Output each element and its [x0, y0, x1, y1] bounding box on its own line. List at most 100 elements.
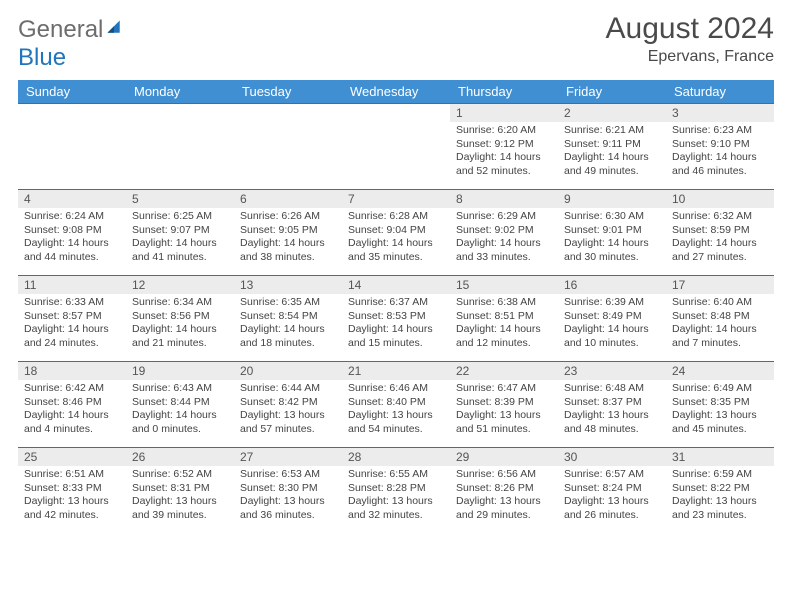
day-number: 28: [342, 448, 450, 466]
daylight-text: Daylight: 14 hours and 52 minutes.: [456, 151, 552, 178]
daylight-text: Daylight: 13 hours and 39 minutes.: [132, 495, 228, 522]
sunrise-text: Sunrise: 6:44 AM: [240, 382, 336, 396]
daylight-text: Daylight: 13 hours and 42 minutes.: [24, 495, 120, 522]
sunrise-text: Sunrise: 6:48 AM: [564, 382, 660, 396]
calendar-week-row: 18Sunrise: 6:42 AMSunset: 8:46 PMDayligh…: [18, 362, 774, 448]
day-number: 11: [18, 276, 126, 294]
sunset-text: Sunset: 8:48 PM: [672, 310, 768, 324]
sunset-text: Sunset: 8:53 PM: [348, 310, 444, 324]
daylight-text: Daylight: 14 hours and 27 minutes.: [672, 237, 768, 264]
page-title: August 2024: [606, 12, 774, 46]
calendar-day-cell: 31Sunrise: 6:59 AMSunset: 8:22 PMDayligh…: [666, 448, 774, 534]
daylight-text: Daylight: 14 hours and 12 minutes.: [456, 323, 552, 350]
daylight-text: Daylight: 13 hours and 29 minutes.: [456, 495, 552, 522]
day-number: 14: [342, 276, 450, 294]
weekday-header: Thursday: [450, 80, 558, 104]
daylight-text: Daylight: 14 hours and 38 minutes.: [240, 237, 336, 264]
weekday-header: Friday: [558, 80, 666, 104]
sunrise-text: Sunrise: 6:59 AM: [672, 468, 768, 482]
day-details: Sunrise: 6:46 AMSunset: 8:40 PMDaylight:…: [342, 380, 450, 441]
day-details: Sunrise: 6:59 AMSunset: 8:22 PMDaylight:…: [666, 466, 774, 527]
calendar-table: SundayMondayTuesdayWednesdayThursdayFrid…: [18, 80, 774, 534]
day-details: Sunrise: 6:49 AMSunset: 8:35 PMDaylight:…: [666, 380, 774, 441]
logo-word-2: Blue: [18, 44, 66, 71]
daylight-text: Daylight: 14 hours and 15 minutes.: [348, 323, 444, 350]
daylight-text: Daylight: 13 hours and 32 minutes.: [348, 495, 444, 522]
sunset-text: Sunset: 8:33 PM: [24, 482, 120, 496]
day-details: Sunrise: 6:48 AMSunset: 8:37 PMDaylight:…: [558, 380, 666, 441]
sunrise-text: Sunrise: 6:30 AM: [564, 210, 660, 224]
daylight-text: Daylight: 14 hours and 18 minutes.: [240, 323, 336, 350]
day-number: 6: [234, 190, 342, 208]
calendar-day-cell: 6Sunrise: 6:26 AMSunset: 9:05 PMDaylight…: [234, 190, 342, 276]
daylight-text: Daylight: 14 hours and 24 minutes.: [24, 323, 120, 350]
calendar-day-cell: 16Sunrise: 6:39 AMSunset: 8:49 PMDayligh…: [558, 276, 666, 362]
day-number: 30: [558, 448, 666, 466]
sunset-text: Sunset: 9:02 PM: [456, 224, 552, 238]
day-details: Sunrise: 6:53 AMSunset: 8:30 PMDaylight:…: [234, 466, 342, 527]
day-details: Sunrise: 6:24 AMSunset: 9:08 PMDaylight:…: [18, 208, 126, 269]
sunrise-text: Sunrise: 6:21 AM: [564, 124, 660, 138]
day-details: Sunrise: 6:25 AMSunset: 9:07 PMDaylight:…: [126, 208, 234, 269]
daylight-text: Daylight: 13 hours and 26 minutes.: [564, 495, 660, 522]
daylight-text: Daylight: 14 hours and 30 minutes.: [564, 237, 660, 264]
day-number: 10: [666, 190, 774, 208]
weekday-header: Monday: [126, 80, 234, 104]
day-number: 29: [450, 448, 558, 466]
calendar-day-cell: 28Sunrise: 6:55 AMSunset: 8:28 PMDayligh…: [342, 448, 450, 534]
day-details: Sunrise: 6:29 AMSunset: 9:02 PMDaylight:…: [450, 208, 558, 269]
day-number: 5: [126, 190, 234, 208]
sunset-text: Sunset: 9:01 PM: [564, 224, 660, 238]
daylight-text: Daylight: 13 hours and 45 minutes.: [672, 409, 768, 436]
sunrise-text: Sunrise: 6:25 AM: [132, 210, 228, 224]
daylight-text: Daylight: 14 hours and 35 minutes.: [348, 237, 444, 264]
sunrise-text: Sunrise: 6:49 AM: [672, 382, 768, 396]
day-details: Sunrise: 6:33 AMSunset: 8:57 PMDaylight:…: [18, 294, 126, 355]
sunrise-text: Sunrise: 6:29 AM: [456, 210, 552, 224]
sunset-text: Sunset: 8:35 PM: [672, 396, 768, 410]
day-number: 15: [450, 276, 558, 294]
day-number: 1: [450, 104, 558, 122]
day-number: 17: [666, 276, 774, 294]
calendar-day-cell: 24Sunrise: 6:49 AMSunset: 8:35 PMDayligh…: [666, 362, 774, 448]
calendar-day-cell: 1Sunrise: 6:20 AMSunset: 9:12 PMDaylight…: [450, 104, 558, 190]
day-details: Sunrise: 6:55 AMSunset: 8:28 PMDaylight:…: [342, 466, 450, 527]
calendar-week-row: 4Sunrise: 6:24 AMSunset: 9:08 PMDaylight…: [18, 190, 774, 276]
sunrise-text: Sunrise: 6:56 AM: [456, 468, 552, 482]
calendar-day-cell: 8Sunrise: 6:29 AMSunset: 9:02 PMDaylight…: [450, 190, 558, 276]
calendar-day-cell: 4Sunrise: 6:24 AMSunset: 9:08 PMDaylight…: [18, 190, 126, 276]
calendar-day-cell: 3Sunrise: 6:23 AMSunset: 9:10 PMDaylight…: [666, 104, 774, 190]
logo-word-1: General: [18, 16, 103, 44]
calendar-day-cell: 11Sunrise: 6:33 AMSunset: 8:57 PMDayligh…: [18, 276, 126, 362]
calendar-day-cell: 22Sunrise: 6:47 AMSunset: 8:39 PMDayligh…: [450, 362, 558, 448]
day-details: Sunrise: 6:23 AMSunset: 9:10 PMDaylight:…: [666, 122, 774, 183]
daylight-text: Daylight: 14 hours and 7 minutes.: [672, 323, 768, 350]
day-details: Sunrise: 6:43 AMSunset: 8:44 PMDaylight:…: [126, 380, 234, 441]
day-details: Sunrise: 6:42 AMSunset: 8:46 PMDaylight:…: [18, 380, 126, 441]
weekday-header: Tuesday: [234, 80, 342, 104]
day-number: 2: [558, 104, 666, 122]
sunset-text: Sunset: 8:37 PM: [564, 396, 660, 410]
calendar-day-cell: 2Sunrise: 6:21 AMSunset: 9:11 PMDaylight…: [558, 104, 666, 190]
day-number: 12: [126, 276, 234, 294]
sunrise-text: Sunrise: 6:20 AM: [456, 124, 552, 138]
calendar-day-cell: ..: [126, 104, 234, 190]
day-details: Sunrise: 6:21 AMSunset: 9:11 PMDaylight:…: [558, 122, 666, 183]
calendar-day-cell: ..: [18, 104, 126, 190]
daylight-text: Daylight: 14 hours and 46 minutes.: [672, 151, 768, 178]
sunset-text: Sunset: 9:11 PM: [564, 138, 660, 152]
calendar-day-cell: 30Sunrise: 6:57 AMSunset: 8:24 PMDayligh…: [558, 448, 666, 534]
sunset-text: Sunset: 8:51 PM: [456, 310, 552, 324]
daylight-text: Daylight: 14 hours and 21 minutes.: [132, 323, 228, 350]
calendar-day-cell: 13Sunrise: 6:35 AMSunset: 8:54 PMDayligh…: [234, 276, 342, 362]
calendar-week-row: 11Sunrise: 6:33 AMSunset: 8:57 PMDayligh…: [18, 276, 774, 362]
sunrise-text: Sunrise: 6:24 AM: [24, 210, 120, 224]
daylight-text: Daylight: 14 hours and 33 minutes.: [456, 237, 552, 264]
sunset-text: Sunset: 8:26 PM: [456, 482, 552, 496]
sunrise-text: Sunrise: 6:46 AM: [348, 382, 444, 396]
sunset-text: Sunset: 8:46 PM: [24, 396, 120, 410]
sunrise-text: Sunrise: 6:42 AM: [24, 382, 120, 396]
day-number: 13: [234, 276, 342, 294]
sunrise-text: Sunrise: 6:39 AM: [564, 296, 660, 310]
sunrise-text: Sunrise: 6:33 AM: [24, 296, 120, 310]
